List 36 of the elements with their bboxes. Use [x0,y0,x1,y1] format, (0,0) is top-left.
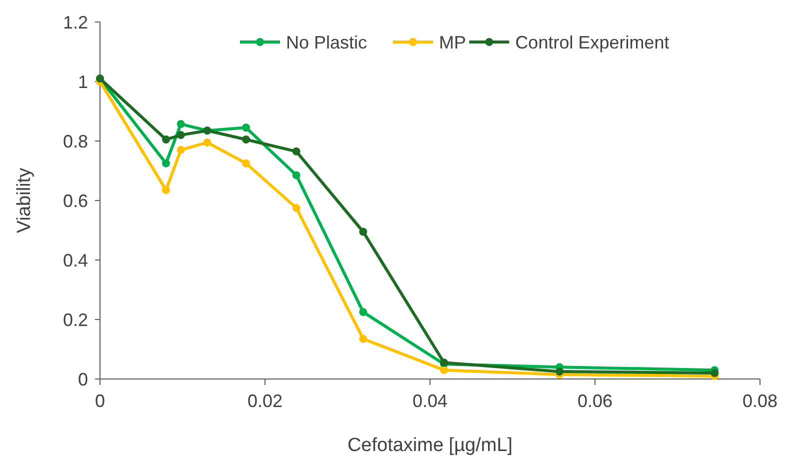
x-tick-label: 0.02 [247,391,283,411]
point [556,368,564,376]
y-tick-label: 0.2 [62,310,88,330]
point [440,366,448,374]
point [292,171,300,180]
legend-label: No Plastic [286,32,368,52]
point [162,186,170,194]
point [203,138,212,146]
x-tick-label: 0.04 [412,391,448,411]
point [242,159,250,168]
x-tick-label: 0.08 [742,391,778,411]
point [176,120,185,128]
legend-label: MP [439,32,466,52]
y-axis-title: Viability [14,167,35,234]
point [242,136,250,144]
y-tick-label: 1.2 [62,12,88,32]
y-tick-label: 1 [78,72,88,92]
x-tick-label: 0 [94,391,106,411]
y-tick-label: 0 [78,369,88,390]
point [292,204,300,212]
point [162,159,170,168]
x-tick-label: 0.06 [577,391,613,411]
point [292,147,300,156]
y-tick-label: 0.8 [62,131,88,152]
y-tick-label: 0.6 [62,190,88,211]
point [242,124,250,132]
point [359,334,368,343]
point [162,136,170,144]
point [710,369,719,378]
point [176,146,185,154]
legend-label: Control Experiment [515,32,670,52]
point [176,131,185,140]
x-axis-title: Cefotaxime [µg/mL] [347,435,513,456]
point [359,228,368,236]
point [359,308,368,316]
y-tick-label: 0.4 [62,250,88,270]
